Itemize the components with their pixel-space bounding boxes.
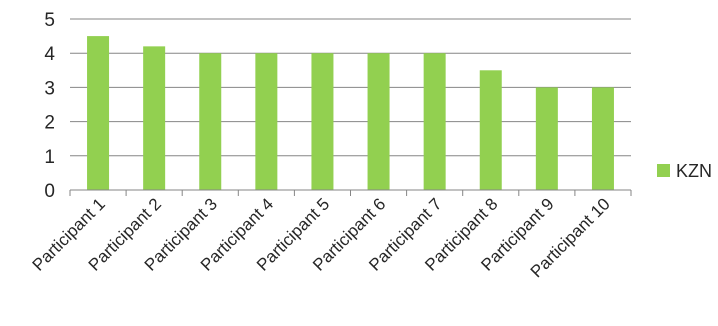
- bar: [423, 53, 446, 191]
- y-tick-label: 2: [44, 113, 55, 134]
- y-axis-ticks: 0 1 2 3 4 5: [44, 10, 55, 202]
- bar: [591, 87, 614, 190]
- legend: KZN: [657, 161, 712, 181]
- bar: [143, 46, 166, 190]
- legend-label: KZN: [676, 161, 712, 181]
- y-tick-label: 4: [44, 44, 55, 65]
- bar: [479, 70, 502, 190]
- bar: [535, 87, 558, 190]
- bars: [87, 36, 614, 191]
- bar: [367, 53, 390, 191]
- legend-swatch: [657, 164, 670, 177]
- bar: [311, 53, 334, 191]
- bar: [199, 53, 222, 191]
- bar: [87, 36, 110, 190]
- bar: [255, 53, 278, 191]
- y-tick-label: 3: [44, 78, 55, 99]
- y-tick-label: 5: [44, 10, 55, 31]
- y-tick-label: 0: [44, 181, 55, 202]
- x-axis: [69, 189, 632, 196]
- y-tick-label: 1: [44, 147, 55, 168]
